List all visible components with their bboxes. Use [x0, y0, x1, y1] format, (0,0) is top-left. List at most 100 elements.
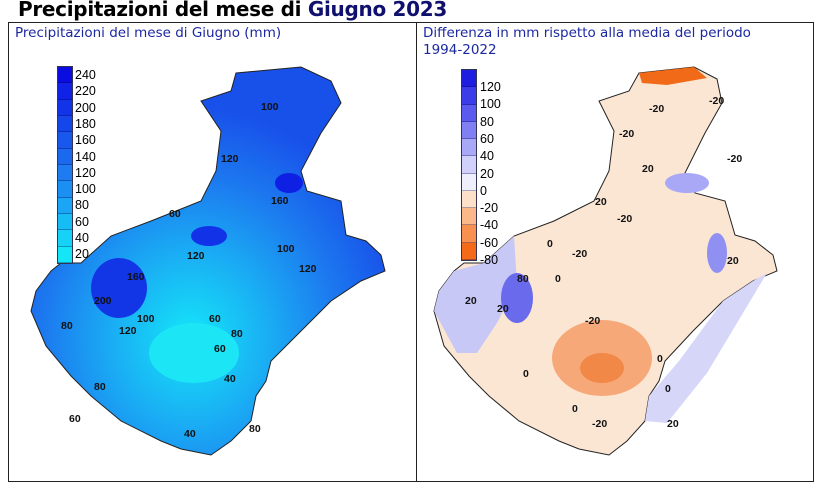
contour-label: 20 [642, 163, 654, 175]
anomaly-caption: Differenza in mm rispetto alla media del… [423, 25, 751, 59]
contour-label: 20 [497, 303, 509, 315]
title-month: Giugno 2023 [307, 0, 448, 21]
legend-swatch [58, 213, 72, 231]
legend-label: 200 [75, 100, 96, 115]
legend-label: 220 [75, 84, 96, 99]
contour-label: 160 [271, 195, 289, 207]
contour-label: 60 [169, 208, 181, 220]
contour-label: 0 [572, 403, 578, 415]
contour-label: 160 [127, 271, 145, 283]
contour-label: 80 [61, 320, 73, 332]
contour-label: 0 [547, 238, 553, 250]
precipitation-caption: Precipitazioni del mese di Giugno (mm) [15, 25, 282, 41]
contour-label: 120 [221, 153, 239, 165]
legend-swatch [462, 139, 476, 157]
contour-label: 120 [299, 263, 317, 275]
legend-label: 40 [480, 149, 494, 164]
positive-anomaly-area [645, 273, 767, 423]
legend-swatch [58, 83, 72, 100]
max-precip-area [191, 226, 227, 246]
page-title: Precipitazioni del mese di Giugno 2023 [18, 0, 447, 21]
legend-label: 160 [75, 133, 96, 148]
max-precip-area [91, 258, 147, 318]
legend-label: 60 [75, 214, 89, 229]
legend-swatch [58, 115, 72, 133]
contour-label: -20 [619, 128, 635, 140]
contour-label: -20 [649, 103, 665, 115]
legend-label: 100 [75, 182, 96, 197]
legend-swatch [462, 70, 476, 88]
veneto-region-shape [433, 66, 778, 456]
contour-label: 80 [94, 381, 106, 393]
legend-label: 40 [75, 231, 89, 245]
contour-label: 60 [214, 343, 226, 355]
positive-anomaly-area [665, 173, 709, 193]
legend-swatch [462, 87, 476, 105]
legend-label: 240 [75, 68, 96, 82]
legend-swatch [58, 181, 72, 198]
caption-line: Differenza in mm rispetto alla media del… [423, 25, 751, 41]
negative-anomaly-area [639, 67, 707, 85]
max-precip-area [275, 173, 303, 193]
legend-swatch [58, 230, 72, 247]
legend-label: -20 [480, 201, 499, 216]
veneto-region-shape [30, 66, 386, 456]
legend-swatch [462, 104, 476, 122]
legend-swatch [58, 99, 72, 116]
contour-label: 100 [261, 101, 279, 113]
caption-period: 1994-2022 [423, 42, 497, 58]
contour-label: 120 [119, 325, 137, 337]
legend-label: 120 [480, 80, 501, 94]
anomaly-map [433, 66, 778, 456]
legend-label: 80 [480, 114, 494, 129]
legend-label: 120 [75, 165, 96, 180]
contour-label: 60 [209, 313, 221, 325]
legend-label: 20 [75, 247, 89, 262]
legend-swatch [58, 197, 72, 214]
contour-label: -20 [727, 153, 743, 165]
legend-label: 100 [480, 97, 501, 112]
legend-swatch [462, 156, 476, 174]
contour-label: 120 [187, 250, 205, 262]
legend-swatch [58, 67, 72, 84]
contour-label: -20 [585, 315, 601, 327]
contour-label: 20 [595, 196, 607, 208]
legend-swatch [462, 190, 476, 209]
contour-label: 40 [184, 428, 196, 440]
legend-swatch [58, 164, 72, 182]
contour-label: 0 [555, 273, 561, 285]
anomaly-panel: Differenza in mm rispetto alla media del… [416, 22, 814, 482]
contour-label: 0 [665, 383, 671, 395]
legend-swatch [462, 208, 476, 226]
legend-label: -80 [480, 253, 499, 267]
contour-label: -20 [709, 95, 725, 107]
legend-label: -60 [480, 235, 499, 250]
legend-swatch [58, 148, 72, 165]
legend-swatch [58, 246, 72, 263]
contour-label: 60 [69, 413, 81, 425]
legend-label: 60 [480, 131, 494, 146]
contour-label: 80 [249, 423, 261, 435]
contour-label: 80 [231, 328, 243, 340]
legend-label: -40 [480, 218, 499, 233]
contour-label: 200 [94, 295, 112, 307]
precipitation-panel: Precipitazioni del mese di Giugno (mm) 2… [8, 22, 417, 482]
legend-label: 180 [75, 116, 96, 131]
contour-label: 20 [667, 418, 679, 430]
contour-label: -20 [617, 213, 633, 225]
positive-anomaly-area [501, 273, 533, 323]
contour-label: 80 [517, 273, 529, 285]
legend-swatch [462, 173, 476, 191]
contour-label: -20 [592, 418, 608, 430]
contour-label: 100 [137, 313, 155, 325]
legend-swatch [462, 242, 476, 260]
min-precip-area [149, 323, 239, 383]
contour-label: 0 [657, 353, 663, 365]
legend-swatch [462, 225, 476, 243]
legend-swatch [58, 132, 72, 149]
legend-label: 20 [480, 166, 494, 181]
legend-label: 0 [480, 183, 487, 198]
legend-label: 80 [75, 198, 89, 213]
positive-anomaly-area [434, 236, 517, 353]
positive-anomaly-area [707, 233, 727, 273]
